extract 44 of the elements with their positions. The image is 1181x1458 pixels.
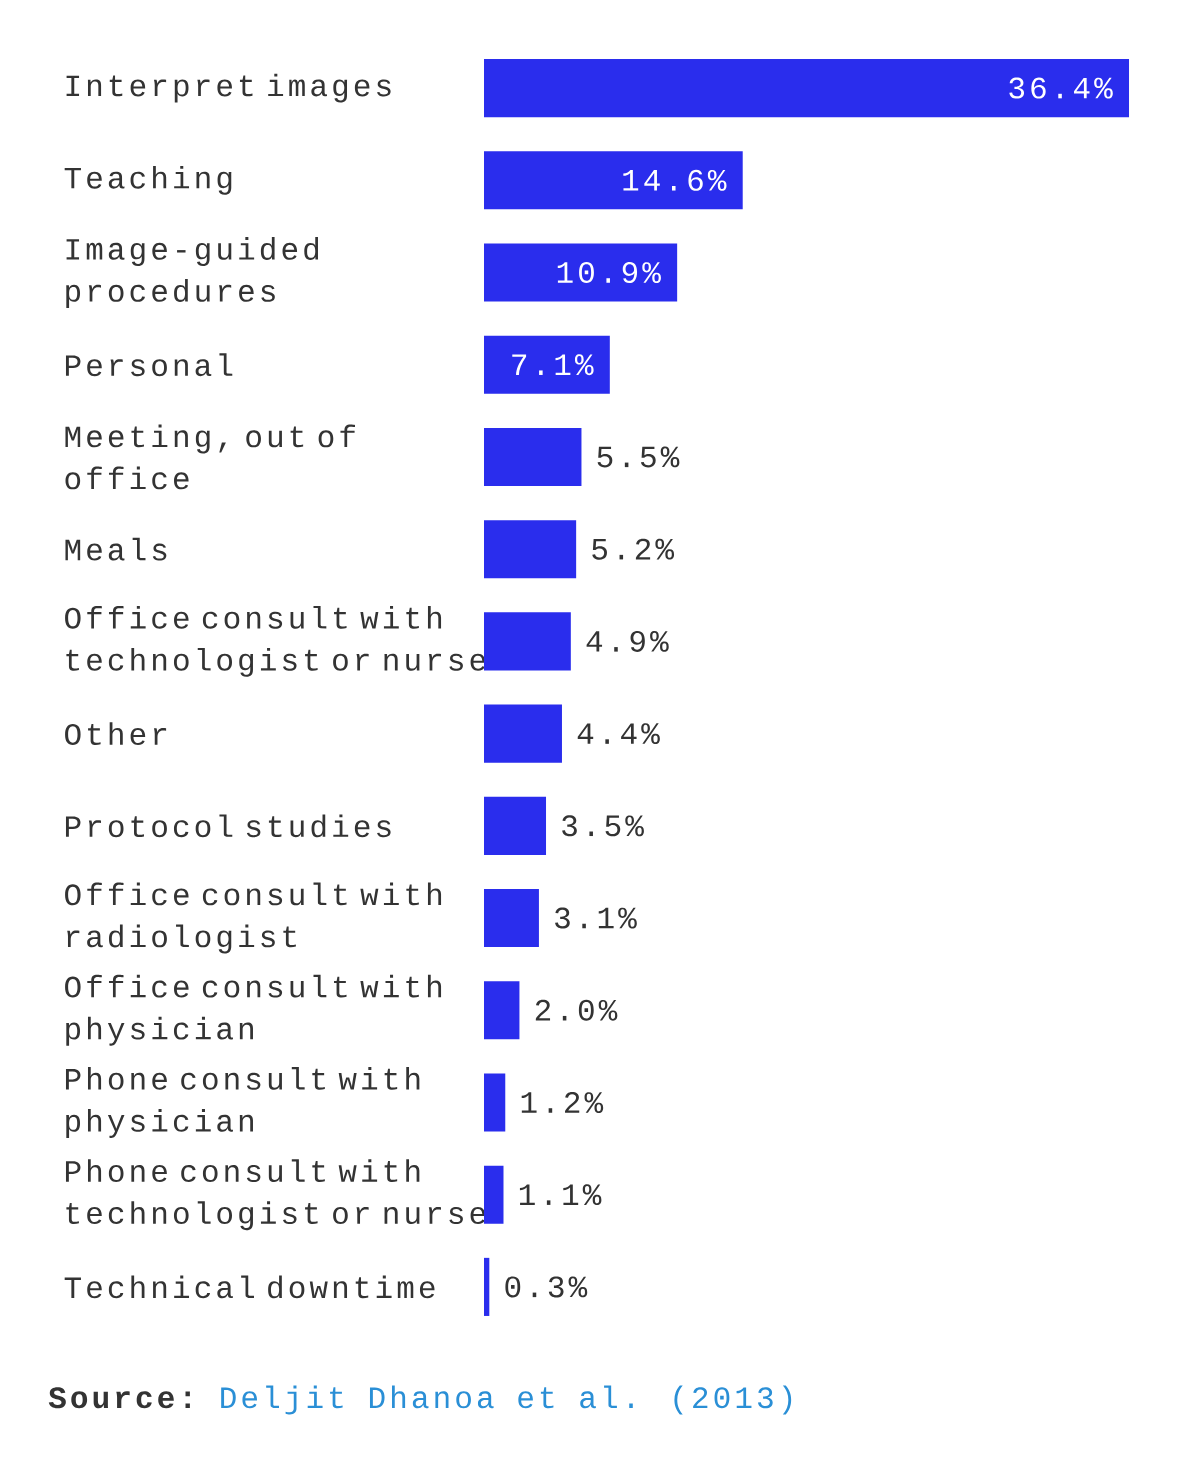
- bar: [484, 796, 547, 855]
- data-label: 0.3%: [505, 1276, 588, 1298]
- bar: [484, 151, 743, 210]
- bar: [484, 427, 582, 487]
- y-tick-label: Office consult with physician: [65, 974, 442, 1046]
- y-tick-label: Teaching: [64, 165, 232, 195]
- data-label: 10.9%: [557, 262, 661, 284]
- bar: [484, 1073, 506, 1132]
- bar: [484, 335, 610, 394]
- y-tick-label: Office consult with radiologist: [65, 882, 442, 954]
- bar: [484, 520, 577, 579]
- data-label: 1.2%: [521, 1092, 604, 1113]
- y-tick-label: Office consult with technologist or nurse: [65, 605, 486, 677]
- y-tick-label: Other: [65, 722, 167, 745]
- bar: [484, 981, 520, 1040]
- y-tick-label: Technical downtime: [64, 1275, 435, 1299]
- text: Deljit Dhanoa et al. (2013): [221, 1385, 792, 1415]
- y-tick-label: Meeting, out of office: [65, 424, 356, 490]
- y-tick-label: Phone consult with technologist or nurse: [65, 1159, 486, 1231]
- data-label: 3.5%: [562, 815, 644, 837]
- data-label: 5.2%: [592, 538, 675, 560]
- y-tick-label: Meals: [65, 537, 167, 561]
- bar: [484, 704, 562, 763]
- y-tick-label: Personal: [65, 353, 233, 377]
- y-tick-label: Interpret images: [66, 73, 391, 103]
- bar: [484, 612, 571, 671]
- bar: [484, 1165, 504, 1224]
- data-label: 1.1%: [519, 1184, 602, 1206]
- bar: [484, 243, 678, 302]
- data-label: 14.6%: [623, 169, 727, 191]
- data-label: 4.4%: [577, 723, 660, 745]
- y-tick-label: Phone consult with physician: [65, 1067, 420, 1138]
- bar: [484, 59, 1130, 118]
- data-label: 3.1%: [555, 907, 637, 929]
- data-label: 36.4%: [1009, 77, 1113, 99]
- data-label: 7.1%: [512, 354, 594, 376]
- source-note: Source:: [48, 1387, 190, 1409]
- data-label: 5.5%: [597, 446, 680, 468]
- data-label: 2.0%: [535, 999, 618, 1021]
- y-tick-label: Image-guided procedures: [66, 237, 319, 308]
- data-label: 4.9%: [586, 630, 669, 652]
- bar: [484, 889, 539, 948]
- y-tick-label: Protocol studies: [65, 814, 391, 838]
- bar: [484, 1257, 490, 1316]
